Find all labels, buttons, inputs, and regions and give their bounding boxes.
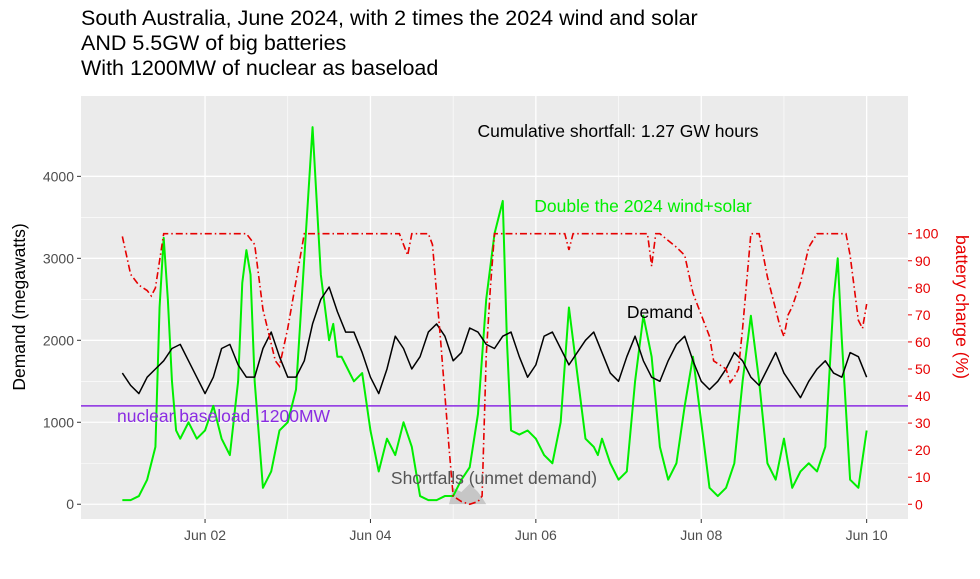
y2-axis-label: battery charge (%) — [952, 235, 972, 379]
x-tick-label: Jun 10 — [846, 527, 888, 543]
title-line-3: With 1200MW of nuclear as baseload — [81, 56, 439, 80]
annotation-shortfalls: Shortfalls (unmet demand) — [391, 468, 597, 488]
chart-title: South Australia, June 2024, with 2 times… — [81, 6, 698, 81]
x-tick-label: Jun 02 — [184, 527, 226, 543]
y2-tick-label: 80 — [915, 280, 931, 296]
y2-tick-label: 30 — [915, 415, 931, 431]
y-axis-label: Demand (megawatts) — [9, 223, 29, 390]
x-tick-label: Jun 04 — [349, 527, 391, 543]
y-tick-label: 1000 — [43, 414, 74, 430]
annotation-demand: Demand — [627, 302, 693, 322]
y-tick-label: 0 — [66, 496, 74, 512]
title-line-1: South Australia, June 2024, with 2 times… — [81, 6, 698, 30]
y2-tick-label: 90 — [915, 253, 931, 269]
y-tick-label: 4000 — [43, 168, 74, 184]
plot-panel — [81, 96, 908, 519]
y2-tick-label: 50 — [915, 361, 931, 377]
annotation-cumulative-shortfall: Cumulative shortfall: 1.27 GW hours — [477, 121, 758, 141]
y2-tick-label: 20 — [915, 442, 931, 458]
annotation-nuclear-baseload: nuclear baseload ,1200MW — [117, 406, 331, 426]
y2-tick-label: 0 — [915, 496, 923, 512]
annotations: Cumulative shortfall: 1.27 GW hours Doub… — [117, 121, 759, 488]
renewables-line — [122, 126, 868, 502]
y2-tick-label: 70 — [915, 307, 931, 323]
y2-tick-label: 10 — [915, 469, 931, 485]
annotation-renewables: Double the 2024 wind+solar — [534, 196, 752, 216]
x-tick-label: Jun 08 — [680, 527, 722, 543]
axes: 0 1000 2000 3000 4000 0 10 20 30 40 50 60 70 80 90 100 J… — [43, 168, 939, 543]
y2-tick-label: 100 — [915, 226, 939, 242]
y-tick-label: 2000 — [43, 332, 74, 348]
y2-tick-label: 60 — [915, 334, 931, 350]
y-tick-label: 3000 — [43, 250, 74, 266]
x-tick-label: Jun 06 — [515, 527, 557, 543]
series-layer — [81, 126, 908, 506]
demand-line — [121, 286, 868, 399]
battery-charge-line — [121, 232, 868, 506]
y2-tick-label: 40 — [915, 388, 931, 404]
title-line-2: AND 5.5GW of big batteries — [81, 31, 347, 55]
grid-lines — [81, 96, 908, 519]
